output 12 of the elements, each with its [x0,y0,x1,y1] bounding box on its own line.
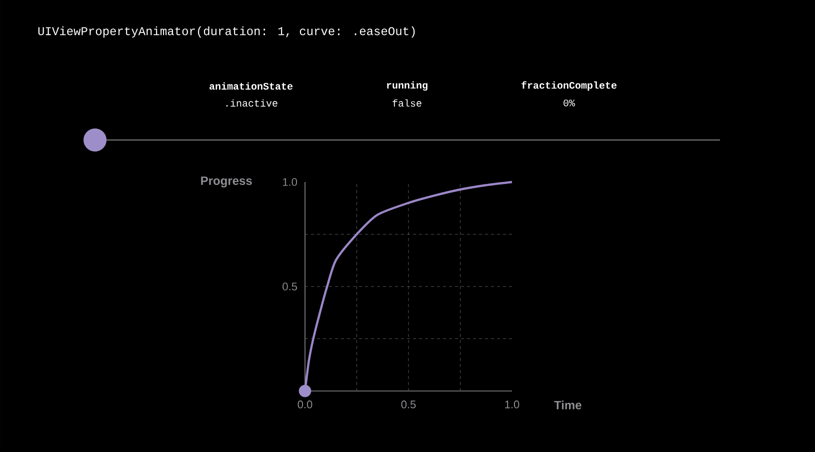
text: false [392,99,422,107]
x-axis-title: Time [554,400,582,410]
x-tick-label: 1.0 [505,400,520,408]
x-tick-label: 0.0 [298,400,312,408]
text: fractionComplete [522,81,617,91]
x-tick-label: 0.5 [401,400,416,408]
text: running [386,81,428,91]
y-axis-title: Progress [201,176,252,188]
text: 0% [564,100,576,106]
chart-title: UIViewPropertyAnimator(duration: 1, curve: .easeOut) [38,26,415,38]
text: .inactive [226,99,278,107]
text: animationState [210,82,293,90]
